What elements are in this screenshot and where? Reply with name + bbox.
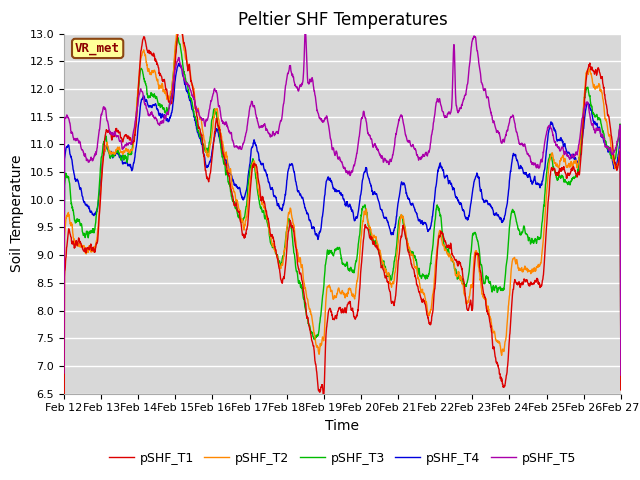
pSHF_T5 [568,152,575,158]
pSHF_T1 [60,466,68,471]
pSHF_T1 [371,242,379,248]
pSHF_T1 [504,353,512,359]
pSHF_T3 [568,176,575,182]
pSHF_T2 [617,386,625,392]
Line: pSHF_T3: pSHF_T3 [64,37,621,413]
pSHF_T3 [216,132,223,137]
pSHF_T5 [301,26,309,32]
pSHF_T2 [177,20,184,25]
pSHF_T3 [617,372,625,378]
Line: pSHF_T5: pSHF_T5 [64,29,621,375]
X-axis label: Time: Time [325,419,360,433]
pSHF_T5 [504,123,512,129]
pSHF_T1 [584,69,591,74]
Line: pSHF_T4: pSHF_T4 [64,63,621,398]
pSHF_T4 [60,396,68,401]
Title: Peltier SHF Temperatures: Peltier SHF Temperatures [237,11,447,29]
pSHF_T1 [617,387,625,393]
pSHF_T5 [371,141,379,146]
pSHF_T4 [371,189,379,195]
Text: VR_met: VR_met [75,42,120,55]
pSHF_T3 [359,205,367,211]
pSHF_T5 [216,103,223,108]
pSHF_T4 [216,136,223,142]
Line: pSHF_T2: pSHF_T2 [64,23,621,445]
pSHF_T3 [371,240,379,246]
pSHF_T4 [359,177,367,182]
pSHF_T2 [568,161,575,167]
pSHF_T3 [584,85,591,91]
pSHF_T3 [174,35,182,40]
pSHF_T4 [617,380,625,386]
pSHF_T2 [371,234,379,240]
pSHF_T5 [359,114,367,120]
pSHF_T3 [504,242,512,248]
pSHF_T1 [359,244,367,250]
pSHF_T1 [176,24,184,29]
Y-axis label: Soil Temperature: Soil Temperature [10,155,24,272]
Line: pSHF_T1: pSHF_T1 [64,26,621,468]
pSHF_T4 [175,60,183,66]
Legend: pSHF_T1, pSHF_T2, pSHF_T3, pSHF_T4, pSHF_T5: pSHF_T1, pSHF_T2, pSHF_T3, pSHF_T4, pSHF… [104,447,581,469]
pSHF_T5 [60,370,68,376]
pSHF_T5 [617,372,625,378]
pSHF_T1 [568,165,575,171]
pSHF_T4 [584,99,591,105]
pSHF_T4 [568,154,575,160]
pSHF_T1 [216,128,223,133]
pSHF_T5 [584,100,591,106]
pSHF_T2 [359,219,367,225]
pSHF_T4 [504,190,512,195]
pSHF_T3 [60,410,68,416]
pSHF_T2 [60,442,68,448]
pSHF_T2 [504,303,512,309]
pSHF_T2 [216,122,223,128]
pSHF_T2 [584,70,591,76]
